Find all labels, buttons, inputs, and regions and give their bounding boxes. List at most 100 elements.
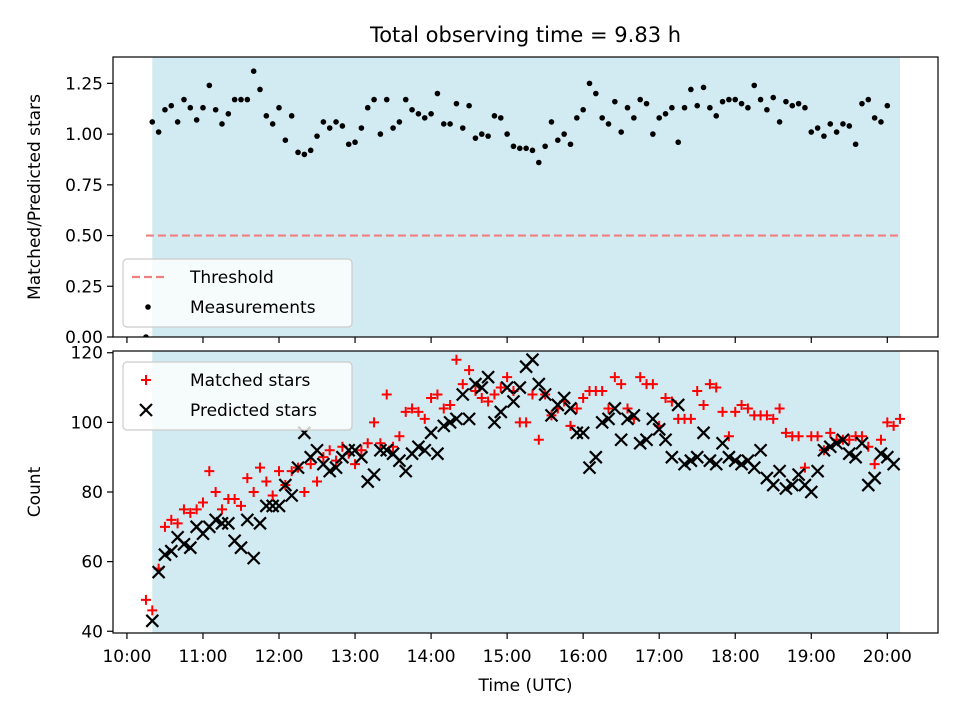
measurement-point bbox=[884, 102, 891, 109]
predicted-star-point bbox=[417, 443, 432, 457]
matched-star-point bbox=[381, 389, 392, 400]
measurement-point bbox=[675, 139, 682, 146]
measurement-point bbox=[434, 90, 441, 97]
matched-star-point bbox=[812, 431, 823, 442]
matched-star-point bbox=[407, 403, 418, 414]
legend: Threshold Measurements bbox=[122, 258, 353, 328]
matched-star-point bbox=[685, 413, 696, 424]
measurement-point bbox=[466, 102, 472, 109]
matched-star-point bbox=[178, 504, 189, 515]
predicted-star-point bbox=[728, 453, 743, 468]
matched-star-point bbox=[635, 372, 646, 383]
y-axis-label: Matched/Predicted stars bbox=[25, 94, 45, 300]
measurement-point bbox=[656, 115, 662, 121]
predicted-star-point bbox=[595, 415, 609, 430]
measurement-point bbox=[764, 106, 770, 113]
matched-star-point bbox=[533, 434, 544, 445]
measurement-point bbox=[181, 96, 187, 103]
predicted-star-point bbox=[329, 460, 343, 475]
measurement-point bbox=[162, 106, 168, 113]
measurement-point bbox=[827, 121, 834, 127]
measurement-point bbox=[650, 131, 656, 137]
measurement-point bbox=[231, 96, 238, 103]
measurement-point bbox=[149, 119, 156, 125]
predicted-star-point bbox=[874, 446, 888, 461]
matched-star-point bbox=[235, 500, 246, 511]
measurement-point bbox=[326, 125, 333, 131]
measurement-point bbox=[802, 104, 808, 111]
matched-star-point bbox=[869, 459, 880, 470]
measurement-point bbox=[345, 141, 352, 148]
measurement-point bbox=[612, 98, 618, 105]
measurement-point bbox=[757, 96, 764, 103]
predicted-star-point bbox=[836, 433, 850, 447]
y-tick-label: 120 bbox=[71, 344, 103, 364]
predicted-star-point bbox=[506, 394, 521, 409]
measurement-point bbox=[510, 143, 517, 150]
measurement-point bbox=[352, 139, 358, 146]
predicted-star-point bbox=[817, 443, 831, 457]
matched-star-point bbox=[166, 514, 177, 525]
measurement-point bbox=[833, 129, 840, 135]
predicted-star-point bbox=[259, 499, 274, 513]
measurement-point bbox=[681, 104, 688, 111]
measurement-point bbox=[593, 90, 599, 97]
x-axis-label: Time (UTC) bbox=[478, 676, 573, 696]
measurement-point bbox=[726, 96, 732, 103]
x-tick-label: 20:00 bbox=[863, 647, 912, 667]
measurement-point bbox=[225, 111, 232, 117]
measurement-point bbox=[459, 125, 466, 131]
measurement-point bbox=[536, 159, 542, 166]
predicted-star-point bbox=[563, 401, 578, 416]
measurement-point bbox=[852, 141, 859, 148]
predicted-star-point bbox=[455, 387, 470, 402]
ratio-panel: 0.00 0.25 0.50 0.75 1.00 1.25 Matched/Predicte… bbox=[25, 56, 939, 348]
measurement-point bbox=[840, 121, 846, 127]
matched-star-point bbox=[774, 403, 785, 414]
predicted-star-point bbox=[544, 408, 559, 423]
predicted-star-point bbox=[373, 443, 388, 457]
measurement-point bbox=[250, 68, 257, 75]
matched-star-point bbox=[312, 476, 323, 487]
predicted-star-point bbox=[215, 516, 229, 531]
predicted-star-point bbox=[177, 537, 191, 551]
predicted-star-point bbox=[620, 412, 635, 426]
predicted-star-point bbox=[614, 433, 628, 447]
measurement-point bbox=[364, 104, 371, 111]
measurement-point bbox=[732, 96, 739, 103]
predicted-star-point bbox=[164, 544, 179, 558]
measurement-point bbox=[586, 80, 593, 87]
matched-star-point bbox=[704, 379, 715, 390]
matched-star-point bbox=[267, 490, 278, 501]
legend-label: Measurements bbox=[190, 298, 316, 318]
legend: Matched stars Predicted stars bbox=[122, 361, 353, 431]
measurement-point bbox=[187, 104, 194, 111]
predicted-star-point bbox=[436, 419, 451, 433]
predicted-star-point bbox=[183, 540, 198, 555]
measurement-point bbox=[409, 106, 415, 113]
measurement-point bbox=[878, 119, 884, 125]
measurement-point bbox=[212, 106, 219, 113]
predicted-star-point bbox=[639, 433, 654, 447]
predicted-star-point bbox=[646, 412, 660, 426]
y-tick-label: 0.75 bbox=[65, 176, 103, 196]
predicted-star-point bbox=[772, 464, 787, 478]
matched-star-point bbox=[210, 487, 221, 497]
matched-star-point bbox=[730, 406, 741, 417]
predicted-star-point bbox=[791, 467, 806, 482]
matched-star-point bbox=[609, 372, 620, 383]
measurement-point bbox=[396, 119, 403, 125]
measurement-point bbox=[605, 121, 612, 127]
predicted-star-point bbox=[392, 453, 407, 468]
matched-star-point bbox=[578, 393, 589, 403]
measurement-point bbox=[238, 96, 244, 103]
matched-star-point bbox=[660, 393, 671, 403]
predicted-star-point bbox=[284, 488, 299, 503]
matched-star-point bbox=[362, 438, 373, 449]
matched-star-point bbox=[140, 594, 151, 605]
y-tick-label: 60 bbox=[81, 553, 103, 573]
predicted-star-point bbox=[576, 426, 590, 440]
measurement-point bbox=[288, 113, 295, 119]
matched-star-point bbox=[888, 420, 899, 431]
x-tick-label: 15:00 bbox=[483, 647, 532, 667]
